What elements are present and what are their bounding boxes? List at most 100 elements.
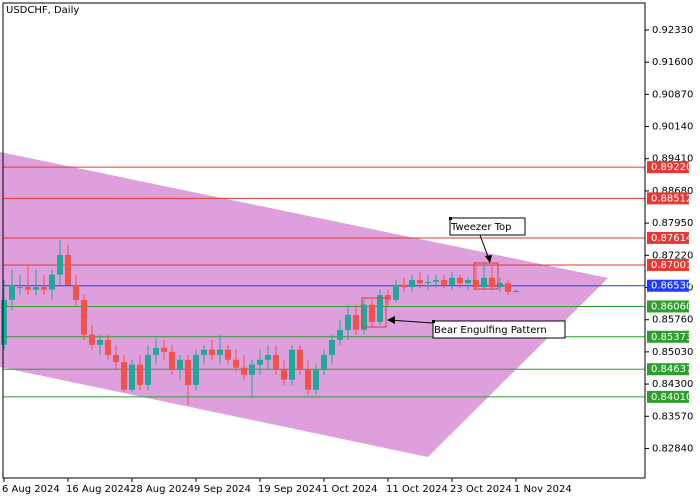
candle-body bbox=[457, 277, 463, 284]
y-tick-label: 0.85030 bbox=[652, 347, 693, 358]
y-tick-label: 0.88680 bbox=[652, 186, 693, 197]
candle-body bbox=[225, 349, 231, 360]
y-tick-label: 0.90140 bbox=[652, 122, 693, 133]
candle-body bbox=[145, 354, 151, 385]
candle-body bbox=[249, 364, 255, 375]
candle-body bbox=[297, 349, 303, 370]
candle-body bbox=[513, 291, 519, 293]
level-label-box bbox=[647, 390, 689, 403]
candle-body bbox=[57, 254, 63, 275]
candle-body bbox=[257, 359, 263, 365]
candle-body bbox=[201, 349, 207, 355]
x-tick-label: 1 Oct 2024 bbox=[322, 484, 377, 495]
level-label: 0.89220 bbox=[651, 162, 692, 173]
candle-body bbox=[441, 280, 447, 285]
level-label: 0.88512 bbox=[651, 193, 692, 204]
candle-body bbox=[121, 362, 127, 390]
candle-body bbox=[465, 280, 471, 284]
candle-body bbox=[233, 359, 239, 368]
anchor bbox=[449, 217, 452, 220]
arrow-head bbox=[485, 255, 492, 263]
y-tick-label: 0.87950 bbox=[652, 218, 693, 229]
candle-body bbox=[433, 280, 439, 282]
candle-body bbox=[337, 329, 343, 340]
candle-body bbox=[281, 369, 287, 380]
candle-body bbox=[113, 354, 119, 363]
price-channel bbox=[0, 152, 608, 457]
candle-body bbox=[449, 277, 455, 285]
engulfing-box bbox=[361, 297, 387, 328]
candle-body bbox=[17, 287, 23, 289]
level-label: 0.87001 bbox=[651, 260, 692, 271]
candle-body bbox=[305, 369, 311, 390]
y-tick-label: 0.87220 bbox=[652, 250, 693, 261]
anchor bbox=[432, 320, 435, 323]
candle-body bbox=[185, 359, 191, 385]
candle-body bbox=[401, 284, 407, 288]
candle-body bbox=[65, 254, 71, 285]
arrow-head bbox=[387, 316, 395, 324]
candle-body bbox=[425, 281, 431, 284]
y-tick-label: 0.82840 bbox=[652, 443, 693, 454]
chart-title: USDCHF, Daily bbox=[6, 5, 79, 16]
level-label: 0.85373 bbox=[651, 332, 692, 343]
candle-body bbox=[1, 299, 7, 345]
candle-body bbox=[265, 354, 271, 360]
y-tick-label: 0.92330 bbox=[652, 25, 693, 36]
candle-body bbox=[409, 280, 415, 288]
annotation-box bbox=[432, 320, 566, 339]
candle-body bbox=[25, 287, 31, 290]
level-label: 0.84010 bbox=[651, 392, 692, 403]
candle-body bbox=[161, 347, 167, 352]
candle-body bbox=[361, 304, 367, 330]
candle-body bbox=[481, 277, 487, 288]
y-tick-label: 0.84300 bbox=[652, 379, 693, 390]
x-tick-label: 16 Aug 2024 bbox=[66, 484, 130, 495]
candle-body bbox=[89, 334, 95, 345]
candle-body bbox=[73, 284, 79, 300]
x-tick-label: 9 Sep 2024 bbox=[194, 484, 251, 495]
level-label-box bbox=[647, 279, 689, 292]
candle-body bbox=[377, 295, 383, 322]
y-tick-label: 0.91600 bbox=[652, 57, 693, 68]
candle-body bbox=[177, 359, 183, 370]
candle-body bbox=[321, 354, 327, 370]
level-label: 0.86530 bbox=[651, 281, 692, 292]
level-label-box bbox=[647, 231, 689, 244]
x-tick-label: 19 Sep 2024 bbox=[258, 484, 321, 495]
candle-body bbox=[497, 283, 503, 288]
candle-body bbox=[369, 304, 375, 322]
candle-body bbox=[289, 349, 295, 380]
y-tick-label: 0.85760 bbox=[652, 315, 693, 326]
candle-body bbox=[329, 339, 335, 355]
annotation-box bbox=[449, 217, 526, 236]
level-label: 0.87614 bbox=[651, 233, 692, 244]
candle-body bbox=[169, 351, 175, 370]
level-label-box bbox=[647, 300, 689, 313]
x-tick-label: 1 Nov 2024 bbox=[514, 484, 572, 495]
annotation: Tweezer Top bbox=[450, 222, 512, 233]
candle-body bbox=[417, 280, 423, 284]
candle-body bbox=[473, 280, 479, 288]
x-tick-label: 11 Oct 2024 bbox=[386, 484, 448, 495]
x-tick-label: 28 Aug 2024 bbox=[130, 484, 194, 495]
candle-body bbox=[153, 347, 159, 355]
candle-body bbox=[241, 367, 247, 375]
candle-body bbox=[41, 287, 47, 290]
level-label: 0.86060 bbox=[651, 301, 692, 312]
candle-body bbox=[105, 339, 111, 355]
candle-body bbox=[393, 284, 399, 300]
x-tick-label: 23 Oct 2024 bbox=[450, 484, 512, 495]
x-tick-label: 6 Aug 2024 bbox=[2, 484, 60, 495]
candle-body bbox=[49, 274, 55, 290]
candle-body bbox=[209, 349, 215, 355]
candle-body bbox=[129, 364, 135, 390]
level-label: 0.84637 bbox=[651, 364, 692, 375]
candle-body bbox=[273, 354, 279, 370]
candle-body bbox=[489, 277, 495, 288]
level-label-box bbox=[647, 161, 689, 174]
level-label-box bbox=[647, 258, 689, 271]
candle-body bbox=[217, 349, 223, 355]
candle-body bbox=[193, 354, 199, 385]
